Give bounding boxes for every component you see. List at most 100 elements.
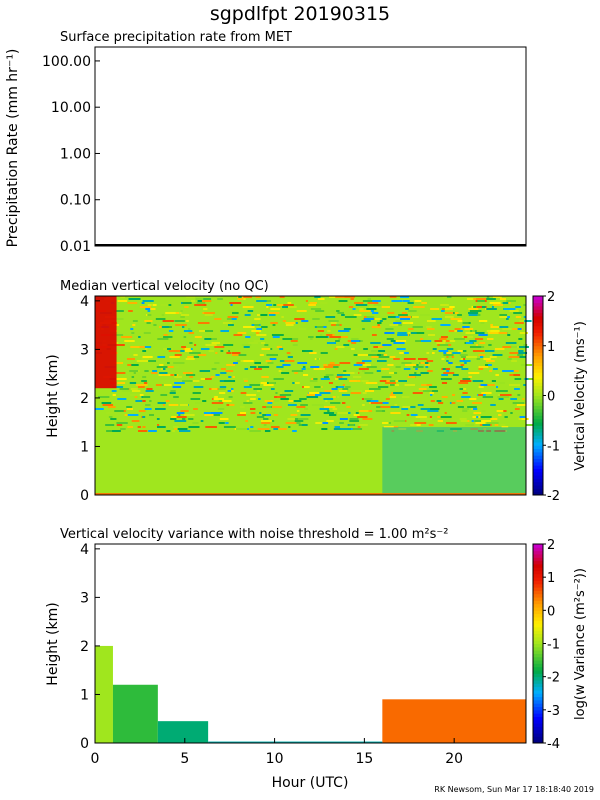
velocity-cell (452, 430, 458, 432)
velocity-cell (398, 314, 408, 316)
colorbar-swatch (533, 435, 543, 440)
velocity-cell (266, 306, 269, 308)
velocity-cell (523, 344, 528, 346)
velocity-cell (459, 418, 467, 420)
velocity-cell (231, 390, 234, 392)
velocity-cell (459, 354, 468, 356)
velocity-cell (516, 346, 521, 348)
velocity-cell (343, 328, 353, 330)
velocity-cell (481, 420, 491, 422)
velocity-cell (329, 336, 341, 338)
velocity-cell (438, 350, 449, 352)
velocity-cell (404, 384, 416, 386)
velocity-cell (336, 376, 343, 378)
velocity-cell (401, 396, 410, 398)
velocity-cell (127, 302, 138, 304)
colorbar-swatch (533, 709, 543, 714)
velocity-cell (245, 420, 248, 422)
velocity-cell (141, 302, 145, 304)
velocity-cell (366, 316, 375, 318)
velocity-cell (348, 306, 354, 308)
velocity-cell (250, 426, 254, 428)
velocity-cell (194, 344, 197, 346)
velocity-cell (138, 410, 146, 412)
ytick-label: 2 (80, 391, 89, 407)
velocity-cell (327, 330, 331, 332)
velocity-cell (389, 384, 395, 386)
velocity-cell (155, 408, 166, 410)
colorbar-swatch (533, 653, 543, 658)
velocity-cell (439, 338, 447, 340)
velocity-cell (193, 408, 198, 410)
velocity-cell (460, 380, 472, 382)
velocity-cell (426, 320, 436, 322)
velocity-cell (243, 326, 255, 328)
velocity-cell (148, 338, 155, 340)
velocity-cell (472, 380, 484, 382)
velocity-cell (386, 338, 394, 340)
velocity-cell (296, 406, 306, 408)
velocity-cell (494, 348, 505, 350)
colorbar-swatch (533, 729, 543, 734)
ytick-label: 0.10 (60, 193, 91, 209)
velocity-cell (396, 348, 406, 350)
colorbar-swatch (533, 633, 543, 638)
velocity-cell (311, 404, 324, 406)
xtick-label: 5 (180, 751, 189, 767)
velocity-cell (241, 344, 252, 346)
velocity-cell (249, 384, 261, 386)
velocity-cell (397, 334, 408, 336)
velocity-cell (301, 320, 309, 322)
velocity-cell (133, 322, 137, 324)
velocity-cell (452, 352, 461, 354)
velocity-cell (350, 372, 359, 374)
velocity-cell (478, 430, 484, 432)
velocity-cell (132, 320, 138, 322)
velocity-cell (400, 296, 410, 298)
velocity-cell (398, 380, 407, 382)
colorbar-swatch (533, 425, 543, 430)
velocity-cell (246, 400, 250, 402)
velocity-cell (176, 416, 187, 418)
velocity-cell (393, 322, 402, 324)
velocity-cell (321, 428, 328, 430)
velocity-cell (231, 318, 237, 320)
colorbar-swatch (533, 441, 543, 446)
colorbar-swatch (533, 723, 543, 727)
velocity-cell (279, 296, 285, 298)
velocity-cell (482, 396, 494, 398)
velocity-cell (271, 334, 284, 336)
velocity-cell (342, 402, 346, 404)
velocity-cell (142, 426, 146, 428)
velocity-cell (368, 306, 378, 308)
velocity-cell (292, 430, 297, 432)
velocity-cell (357, 426, 361, 428)
velocity-cell (243, 346, 250, 348)
velocity-cell (283, 304, 294, 306)
colorbar-swatch (533, 663, 543, 668)
velocity-cell (478, 346, 485, 348)
velocity-cell (471, 420, 474, 422)
colorbar-swatch (533, 335, 543, 340)
velocity-cell (459, 388, 464, 390)
velocity-cell (284, 390, 294, 392)
velocity-cell (168, 304, 172, 306)
velocity-cell (438, 402, 444, 404)
velocity-cell (450, 318, 462, 320)
velocity-cell (239, 412, 247, 414)
velocity-cell (172, 430, 175, 432)
variance-region (157, 721, 209, 743)
velocity-cell (333, 366, 339, 368)
velocity-cell (446, 370, 450, 372)
colorbar-swatch (533, 418, 543, 423)
velocity-cell (349, 380, 358, 382)
velocity-cell (377, 322, 382, 324)
velocity-cell (499, 394, 512, 396)
velocity-cell (471, 330, 476, 332)
velocity-cell (338, 330, 350, 332)
velocity-cell (182, 380, 193, 382)
velocity-cell (174, 320, 185, 322)
velocity-cell (174, 382, 185, 384)
velocity-cell (399, 316, 412, 318)
velocity-cell (426, 360, 434, 362)
